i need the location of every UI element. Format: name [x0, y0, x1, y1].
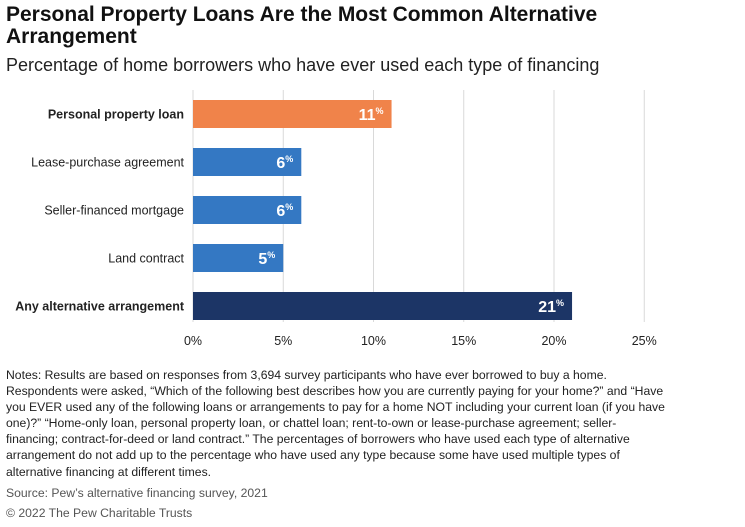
x-tick-label: 20%	[541, 334, 566, 348]
category-label: Personal property loan	[48, 108, 184, 122]
category-label: Any alternative arrangement	[15, 300, 185, 314]
bar	[193, 148, 302, 176]
category-label: Land contract	[108, 252, 184, 266]
x-tick-label: 10%	[361, 334, 386, 348]
copyright-notice: © 2022 The Pew Charitable Trusts	[6, 506, 193, 520]
category-label: Lease-purchase agreement	[31, 156, 184, 170]
chart-subtitle: Percentage of home borrowers who have ev…	[6, 55, 600, 75]
bar-chart: 0% 5% 10% 15% 20% 25%Personal property loan 11…	[15, 90, 657, 348]
chart-source: Source: Pew’s alternative financing surv…	[6, 486, 268, 500]
chart-title: Personal Property Loans Are the Most Com…	[6, 3, 598, 48]
bar	[193, 100, 392, 128]
chart-notes: Notes: Results are based on responses fr…	[6, 368, 665, 479]
x-tick-label: 5%	[274, 334, 292, 348]
bar	[193, 196, 302, 224]
category-label: Seller-financed mortgage	[44, 204, 184, 218]
bar	[193, 292, 573, 320]
bar	[193, 244, 284, 272]
x-tick-label: 15%	[451, 334, 476, 348]
x-tick-label: 0%	[184, 334, 202, 348]
x-tick-label: 25%	[632, 334, 657, 348]
